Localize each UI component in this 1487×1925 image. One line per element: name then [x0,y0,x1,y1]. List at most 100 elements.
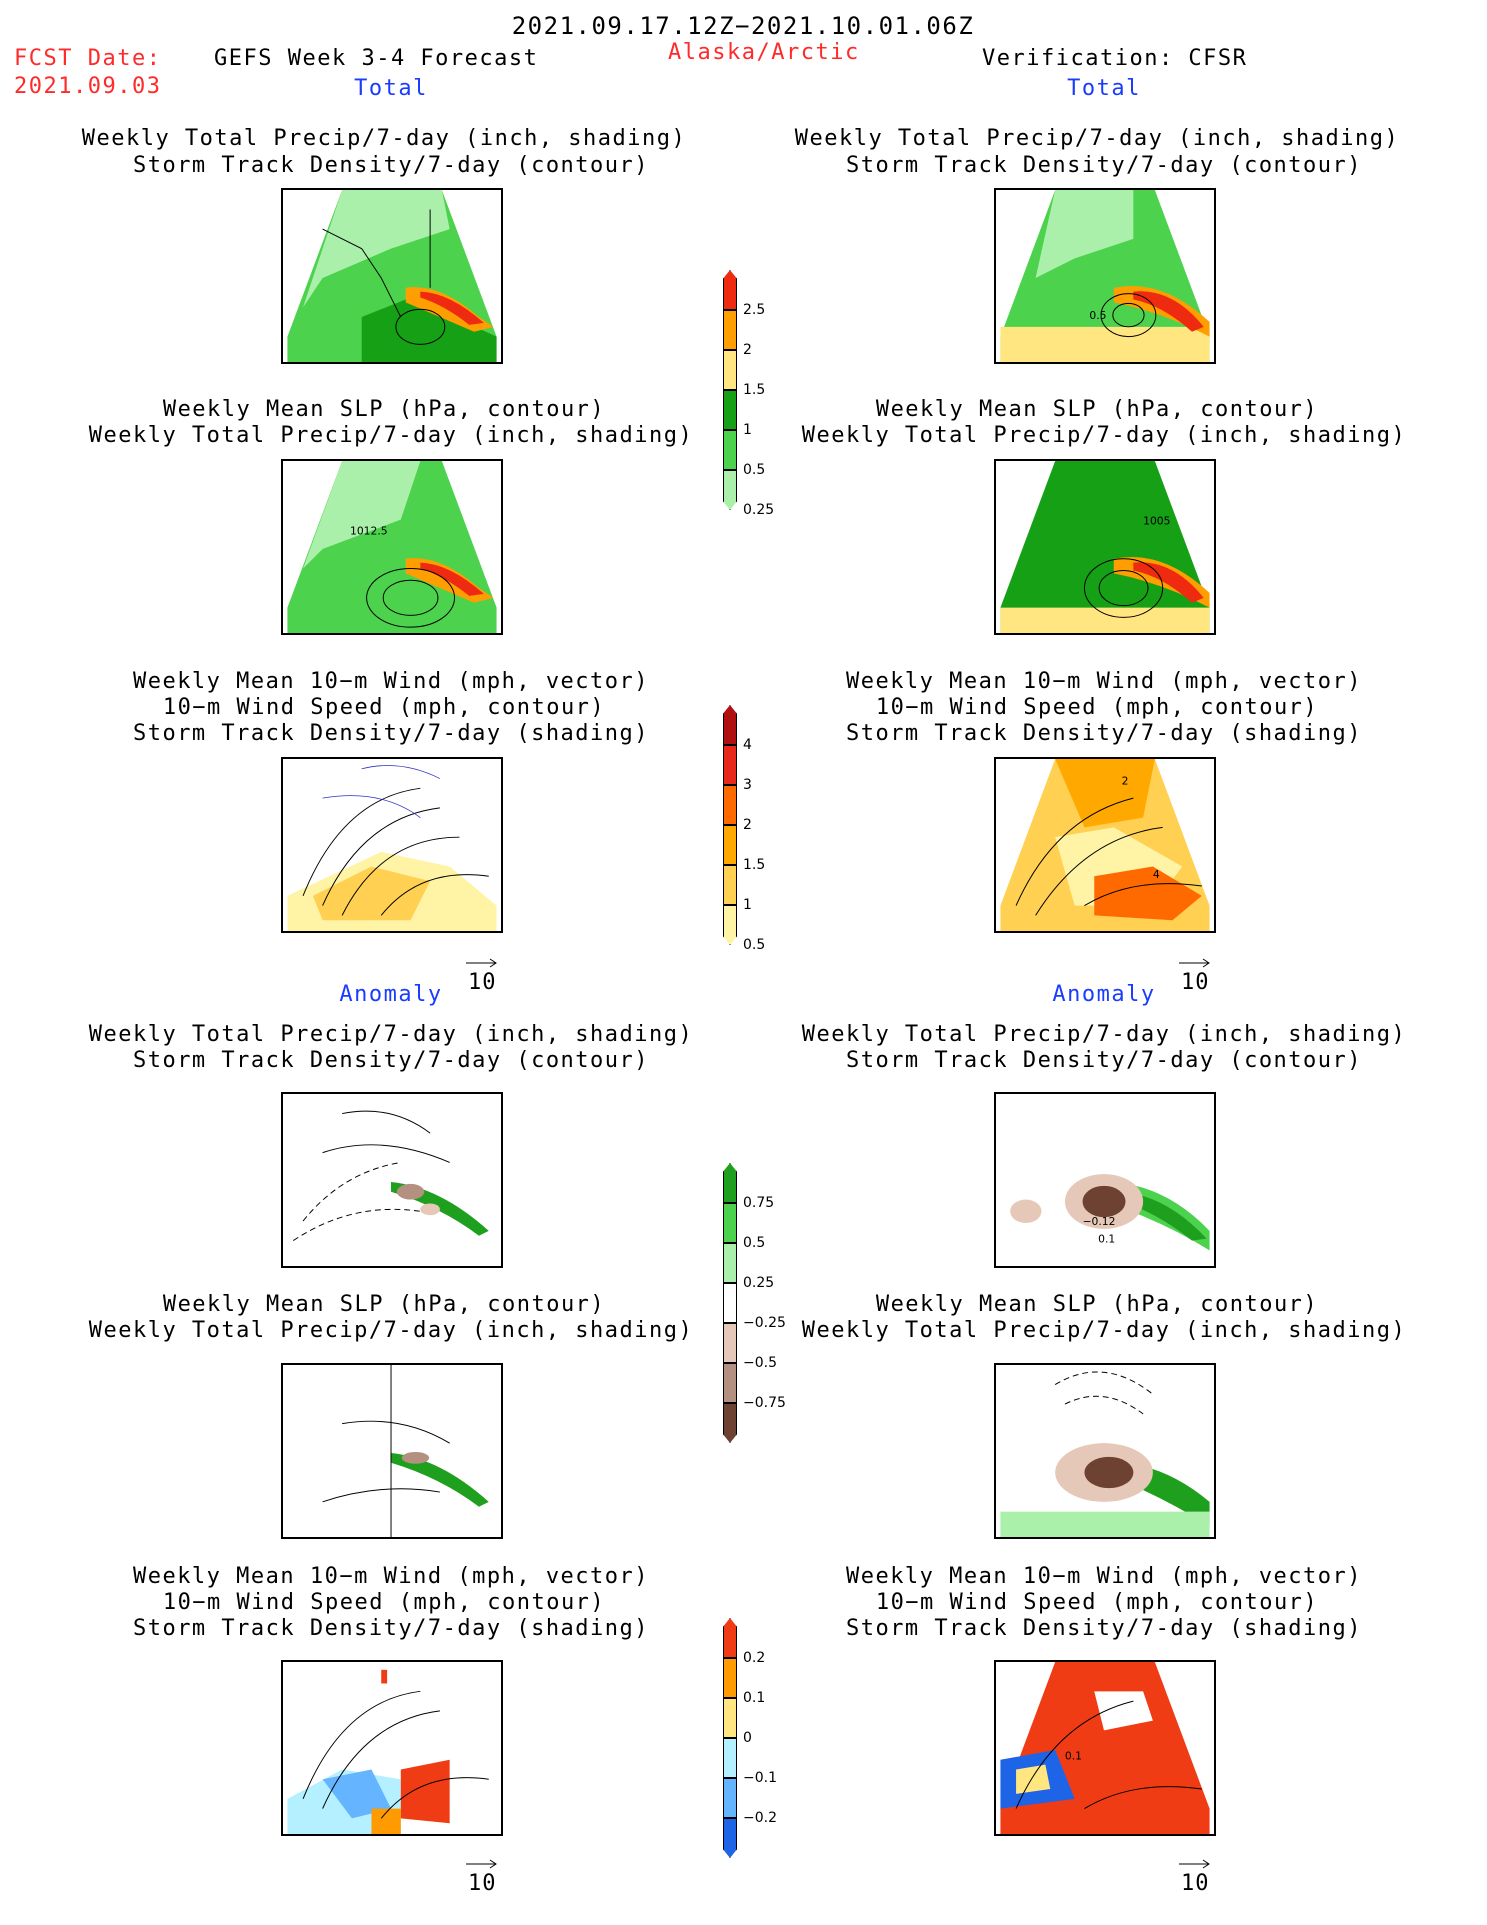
panel-title-line: Weekly Total Precip/7-day (inch, shading… [88,1318,694,1343]
map-forecast-slp-precip-total: 1012.5 [281,459,503,635]
panel-title-line: Weekly Total Precip/7-day (inch, shading… [81,126,687,151]
colorbar-segment [723,390,737,430]
ref-vector-label: 10 [468,970,497,995]
colorbar-segment [723,1363,737,1403]
colorbar-segment [723,785,737,825]
map-forecast-precip-storm-total [281,188,503,364]
ref-vector-label: 10 [1181,970,1210,995]
contour-label: 1005 [1143,515,1170,528]
map-forecast-slp-precip-anomaly [281,1363,503,1539]
map-verif-slp-precip-anomaly [994,1363,1216,1539]
panel-title-line: Storm Track Density/7-day (contour) [132,153,650,178]
colorbar-segment [723,1698,737,1738]
colorbar-segment [723,1283,737,1323]
section-total-forecast: Total [354,76,428,101]
contour-label: 4 [1153,868,1160,881]
map-verif-precip-storm-total: 0.5 [994,188,1216,364]
colorbar-tick-label: 0.5 [743,462,766,478]
colorbar-tick-label: 3 [743,777,752,793]
panel-title-line: 10−m Wind Speed (mph, contour) [162,695,606,720]
contour-label: −0.12 [1083,1215,1116,1228]
colorbar-segment [723,1203,737,1243]
colorbar-tick-label: −0.25 [743,1315,786,1331]
map-forecast-precip-storm-anomaly [281,1092,503,1268]
map-forecast-wind-storm-total [281,757,503,933]
panel-title-line: Weekly Mean SLP (hPa, contour) [875,1292,1319,1317]
panel-title-line: Storm Track Density/7-day (contour) [132,1048,650,1073]
colorbar-tick-label: 1 [743,422,752,438]
colorbar-tick-label: 1.5 [743,382,766,398]
colorbar-tick-label: 1 [743,897,752,913]
colorbar-tick-label: −0.2 [743,1810,777,1826]
colorbar-tick-label: −0.5 [743,1355,777,1371]
colorbar-tick-label: 4 [743,737,752,753]
region-title: Alaska/Arctic [668,40,860,65]
colorbar-tick-label: 0.75 [743,1195,775,1211]
section-total-verification: Total [1067,76,1141,101]
colorbar-tick-label: 0.25 [743,502,775,518]
panel-title-line: Weekly Mean SLP (hPa, contour) [162,1292,606,1317]
colorbar-segment [723,430,737,470]
panel-title-line: 10−m Wind Speed (mph, contour) [875,695,1319,720]
panel-title-line: Weekly Mean SLP (hPa, contour) [875,397,1319,422]
colorbar-segment [723,270,737,310]
colorbar-segment [723,705,737,745]
colorbar-segment [723,865,737,905]
contour-label: 2 [1122,774,1129,787]
fcst-date-value: 2021.09.03 [14,74,162,99]
panel-title-line: Storm Track Density/7-day (shading) [845,721,1363,746]
contour-label: 0.1 [1065,1750,1082,1763]
colorbar-segment [723,1778,737,1818]
colorbar-tick-label: 2.5 [743,302,766,318]
panel-title-line: Weekly Mean 10−m Wind (mph, vector) [132,1564,650,1589]
colorbar-tick-label: 2 [743,817,752,833]
colorbar-segment [723,905,737,945]
colorbar-segment [723,745,737,785]
contour-label: 0.1 [1098,1233,1115,1246]
ref-vector-label: 10 [468,1871,497,1896]
colorbar-tick-label: 0.2 [743,1650,766,1666]
panel-title-line: Weekly Total Precip/7-day (inch, shading… [88,423,694,448]
map-verif-slp-precip-total: 1005 [994,459,1216,635]
panel-title-line: Weekly Total Precip/7-day (inch, shading… [801,1022,1407,1047]
contour-label: 1012.5 [350,524,388,537]
colorbar-segment [723,1618,737,1658]
colorbar-segment [723,1818,737,1858]
colorbar-tick-label: 1.5 [743,857,766,873]
section-anomaly-verification: Anomaly [1052,982,1156,1007]
colorbar-tick-label: 2 [743,342,752,358]
colorbar-tick-label: 0.1 [743,1690,766,1706]
colorbar-segment [723,1163,737,1203]
colorbar-segment [723,1323,737,1363]
model-title: GEFS Week 3-4 Forecast [214,46,539,71]
colorbar-tick-label: 0 [743,1730,752,1746]
colorbar-segment [723,470,737,510]
panel-title-line: Weekly Total Precip/7-day (inch, shading… [801,423,1407,448]
panel-title-line: Storm Track Density/7-day (shading) [132,1616,650,1641]
ref-vector-label: 10 [1181,1871,1210,1896]
fcst-date-label: FCST Date: [14,46,162,71]
panel-title-line: Storm Track Density/7-day (shading) [132,721,650,746]
panel-title-line: Weekly Total Precip/7-day (inch, shading… [88,1022,694,1047]
panel-title-line: Storm Track Density/7-day (shading) [845,1616,1363,1641]
colorbar-tick-label: 0.5 [743,937,766,953]
map-forecast-wind-storm-anomaly [281,1660,503,1836]
map-verif-precip-storm-anomaly: −0.12 0.1 [994,1092,1216,1268]
panel-title-line: Weekly Mean SLP (hPa, contour) [162,397,606,422]
verification-title: Verification: CFSR [982,46,1248,71]
colorbar-segment [723,1738,737,1778]
colorbar-segment [723,1658,737,1698]
colorbar-segment [723,350,737,390]
panel-title-line: Storm Track Density/7-day (contour) [845,153,1363,178]
colorbar-segment [723,825,737,865]
map-verif-wind-storm-total: 2 4 [994,757,1216,933]
colorbar-segment [723,310,737,350]
colorbar-tick-label: −0.1 [743,1770,777,1786]
map-verif-wind-storm-anomaly: 0.1 [994,1660,1216,1836]
panel-title-line: Weekly Total Precip/7-day (inch, shading… [801,1318,1407,1343]
colorbar-tick-label: −0.75 [743,1395,786,1411]
colorbar-tick-label: 0.5 [743,1235,766,1251]
colorbar-segment [723,1243,737,1283]
panel-title-line: Weekly Mean 10−m Wind (mph, vector) [132,669,650,694]
section-anomaly-forecast: Anomaly [339,982,443,1007]
